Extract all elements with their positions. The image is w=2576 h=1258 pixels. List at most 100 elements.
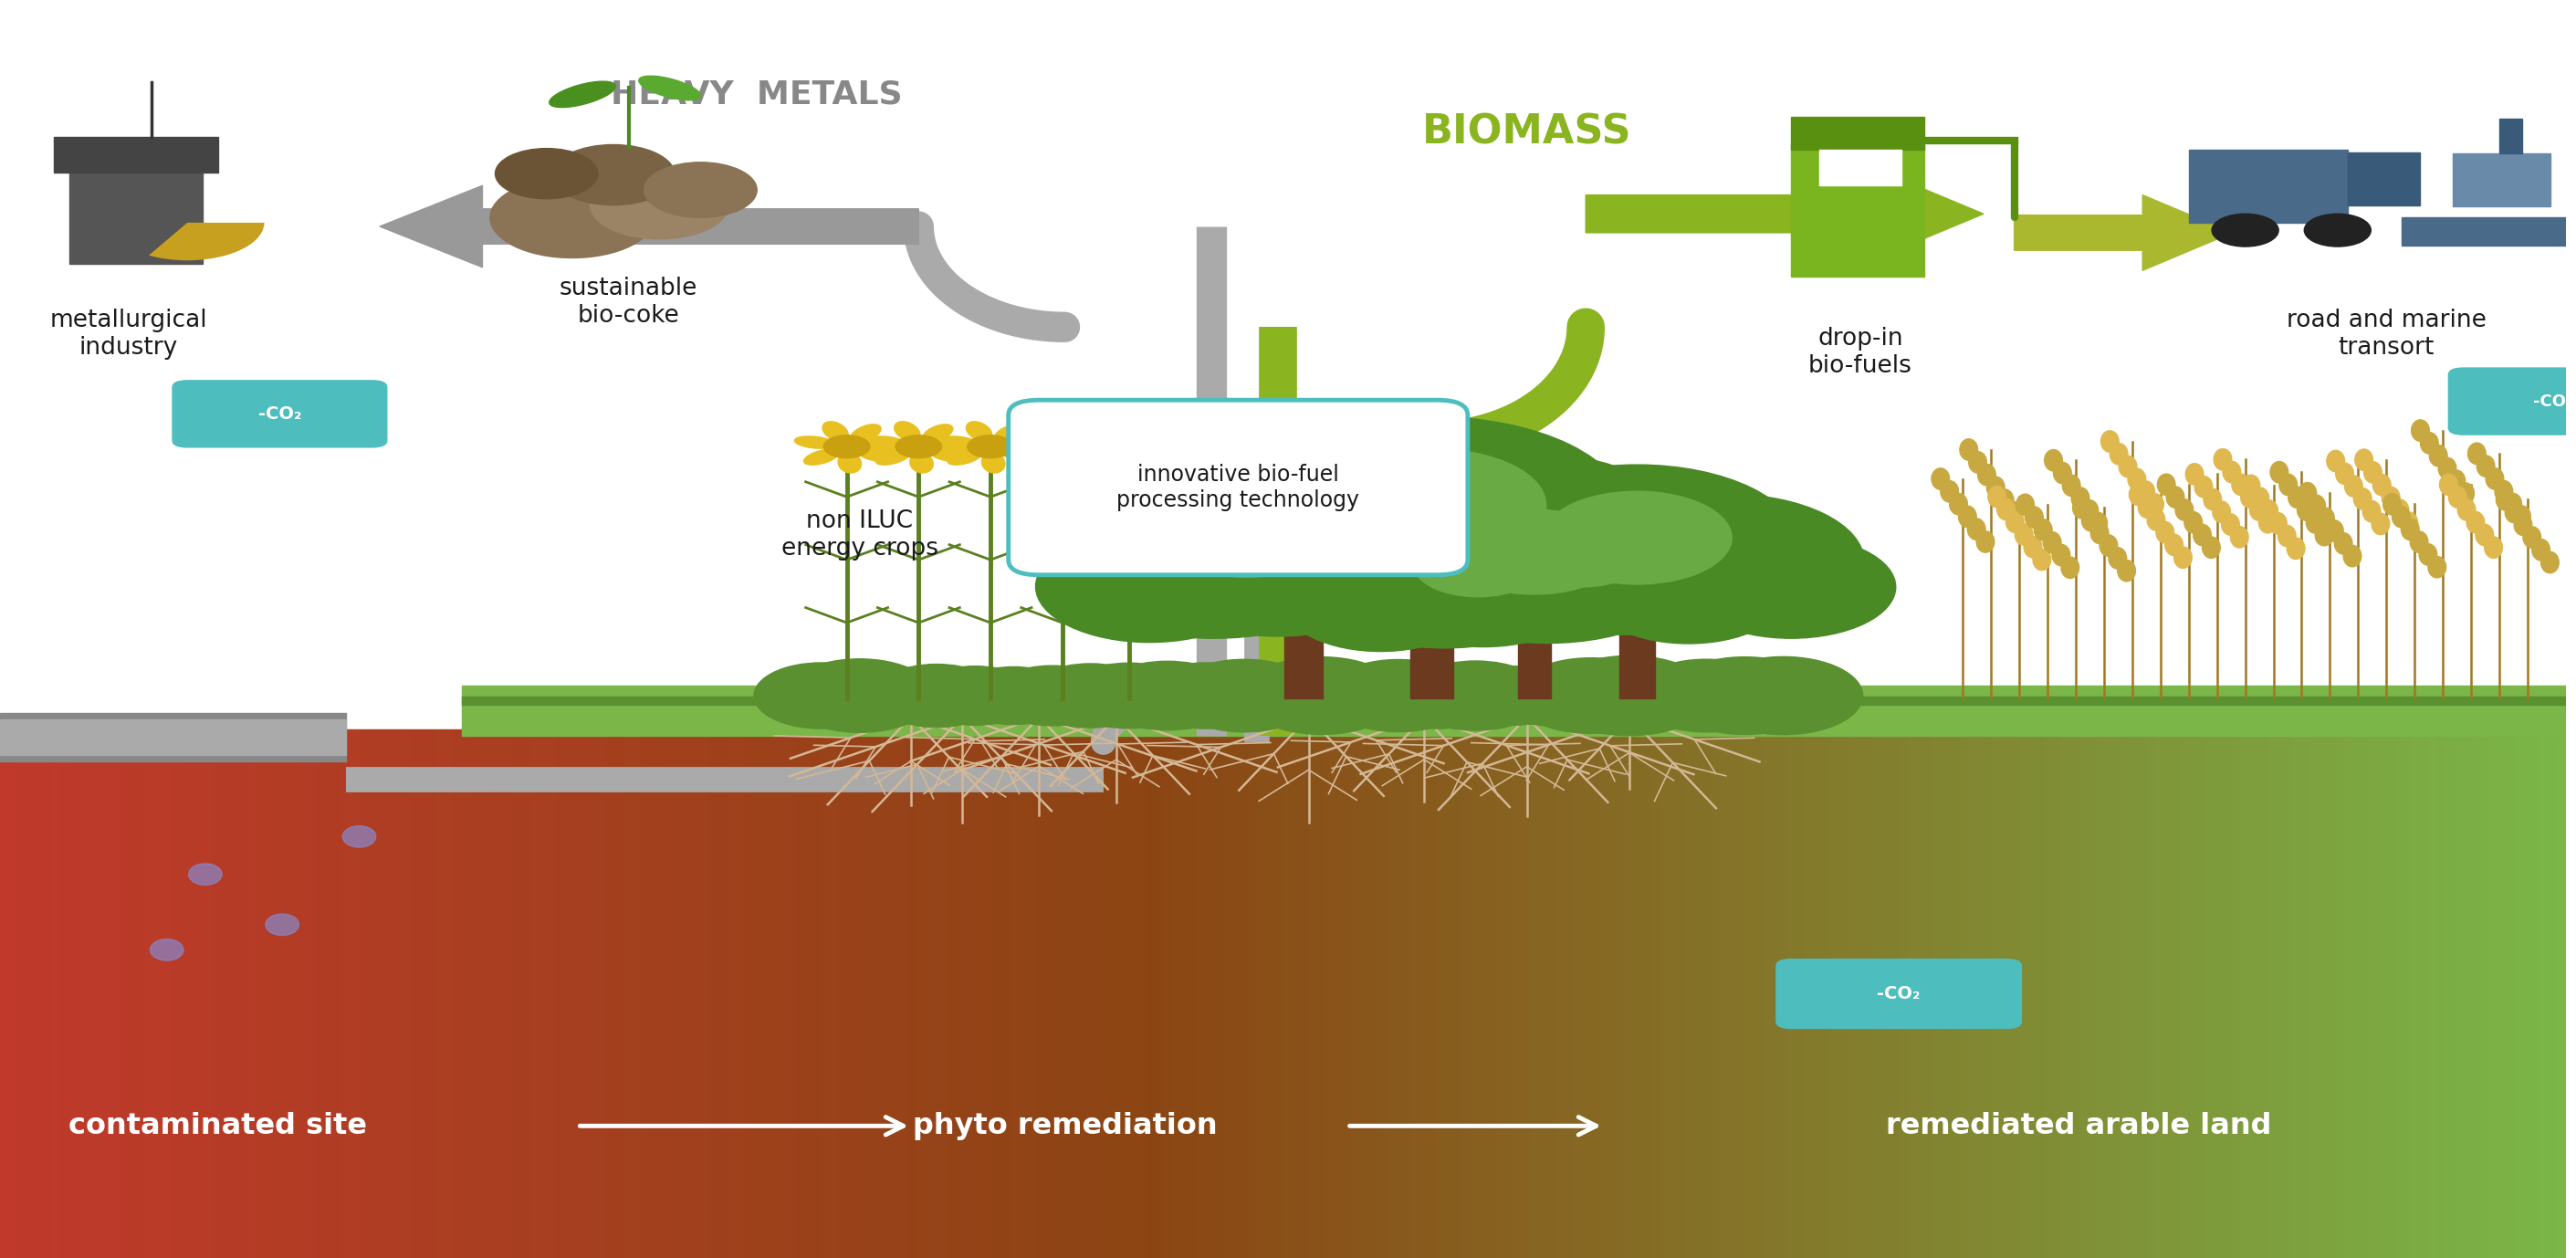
- Bar: [2326, 730, 2334, 1258]
- Bar: [1880, 730, 1891, 1258]
- Circle shape: [495, 148, 598, 199]
- Ellipse shape: [2540, 552, 2558, 574]
- Circle shape: [1512, 518, 1651, 587]
- Circle shape: [1414, 535, 1540, 596]
- Ellipse shape: [2522, 527, 2540, 548]
- Bar: [1865, 730, 1873, 1258]
- Bar: [358, 730, 368, 1258]
- Circle shape: [1139, 663, 1273, 728]
- Ellipse shape: [2429, 556, 2447, 577]
- Bar: [1352, 730, 1360, 1258]
- Ellipse shape: [2308, 496, 2326, 517]
- Circle shape: [644, 162, 757, 218]
- Ellipse shape: [2393, 506, 2411, 527]
- Circle shape: [590, 171, 729, 239]
- Bar: [2002, 730, 2009, 1258]
- Bar: [2455, 730, 2463, 1258]
- Bar: [1206, 730, 1213, 1258]
- Bar: [1285, 521, 1321, 698]
- Bar: [162, 730, 170, 1258]
- Ellipse shape: [2184, 512, 2202, 533]
- Bar: [283, 730, 291, 1258]
- Ellipse shape: [2174, 499, 2192, 521]
- Bar: [2473, 730, 2481, 1258]
- Bar: [2087, 730, 2094, 1258]
- Bar: [1839, 730, 1847, 1258]
- Bar: [2532, 730, 2540, 1258]
- Circle shape: [1061, 663, 1195, 728]
- Bar: [634, 730, 641, 1258]
- Bar: [487, 730, 497, 1258]
- Ellipse shape: [265, 913, 299, 936]
- Bar: [1548, 730, 1556, 1258]
- Circle shape: [1492, 665, 1615, 726]
- Bar: [2548, 730, 2558, 1258]
- Ellipse shape: [2306, 512, 2324, 533]
- Ellipse shape: [2383, 487, 2401, 508]
- Bar: [1522, 730, 1530, 1258]
- Ellipse shape: [2014, 523, 2032, 545]
- Ellipse shape: [1950, 493, 1968, 515]
- Bar: [505, 730, 513, 1258]
- FancyArrow shape: [379, 186, 920, 268]
- Bar: [693, 730, 701, 1258]
- Bar: [2506, 730, 2514, 1258]
- Bar: [44, 730, 52, 1258]
- Bar: [659, 730, 667, 1258]
- Bar: [1566, 730, 1574, 1258]
- Bar: [2370, 730, 2378, 1258]
- Ellipse shape: [2130, 484, 2146, 506]
- Bar: [1283, 730, 1291, 1258]
- Bar: [497, 730, 505, 1258]
- Ellipse shape: [2269, 462, 2287, 483]
- Bar: [2045, 730, 2053, 1258]
- Circle shape: [969, 435, 1012, 458]
- Text: phyto remediation: phyto remediation: [912, 1112, 1216, 1140]
- Ellipse shape: [2166, 487, 2184, 508]
- Ellipse shape: [2164, 535, 2182, 556]
- Bar: [343, 730, 350, 1258]
- Bar: [848, 730, 855, 1258]
- Ellipse shape: [2316, 508, 2334, 530]
- Ellipse shape: [2025, 507, 2043, 528]
- Ellipse shape: [2391, 499, 2409, 521]
- Bar: [129, 730, 137, 1258]
- Bar: [103, 730, 111, 1258]
- Bar: [2020, 730, 2027, 1258]
- Ellipse shape: [2514, 515, 2532, 536]
- Bar: [33, 730, 44, 1258]
- Circle shape: [1543, 492, 1731, 584]
- Text: HEAVY  METALS: HEAVY METALS: [611, 79, 902, 109]
- Bar: [1540, 730, 1548, 1258]
- FancyArrow shape: [2401, 218, 2566, 245]
- Bar: [1819, 150, 1901, 185]
- Bar: [1275, 730, 1283, 1258]
- Circle shape: [873, 664, 1002, 727]
- Ellipse shape: [1141, 442, 1182, 453]
- Ellipse shape: [938, 437, 979, 448]
- Ellipse shape: [2287, 487, 2306, 508]
- FancyBboxPatch shape: [173, 380, 386, 448]
- Circle shape: [1316, 449, 1546, 561]
- Bar: [2558, 730, 2566, 1258]
- Bar: [1497, 730, 1504, 1258]
- Circle shape: [1285, 557, 1476, 652]
- Bar: [26, 730, 33, 1258]
- Bar: [1770, 730, 1780, 1258]
- Bar: [1932, 730, 1942, 1258]
- Text: innovative bio-fuel
processing technology: innovative bio-fuel processing technolog…: [1115, 464, 1360, 511]
- Ellipse shape: [1010, 437, 1051, 448]
- Bar: [1942, 730, 1950, 1258]
- Ellipse shape: [2496, 489, 2514, 511]
- Ellipse shape: [2053, 462, 2071, 483]
- Ellipse shape: [2354, 488, 2372, 509]
- Circle shape: [1151, 512, 1404, 637]
- Bar: [368, 730, 376, 1258]
- Bar: [538, 730, 549, 1258]
- Bar: [2385, 730, 2396, 1258]
- Bar: [1958, 730, 1968, 1258]
- Bar: [420, 730, 428, 1258]
- Bar: [1471, 730, 1479, 1258]
- Ellipse shape: [2439, 474, 2458, 496]
- Bar: [2334, 730, 2344, 1258]
